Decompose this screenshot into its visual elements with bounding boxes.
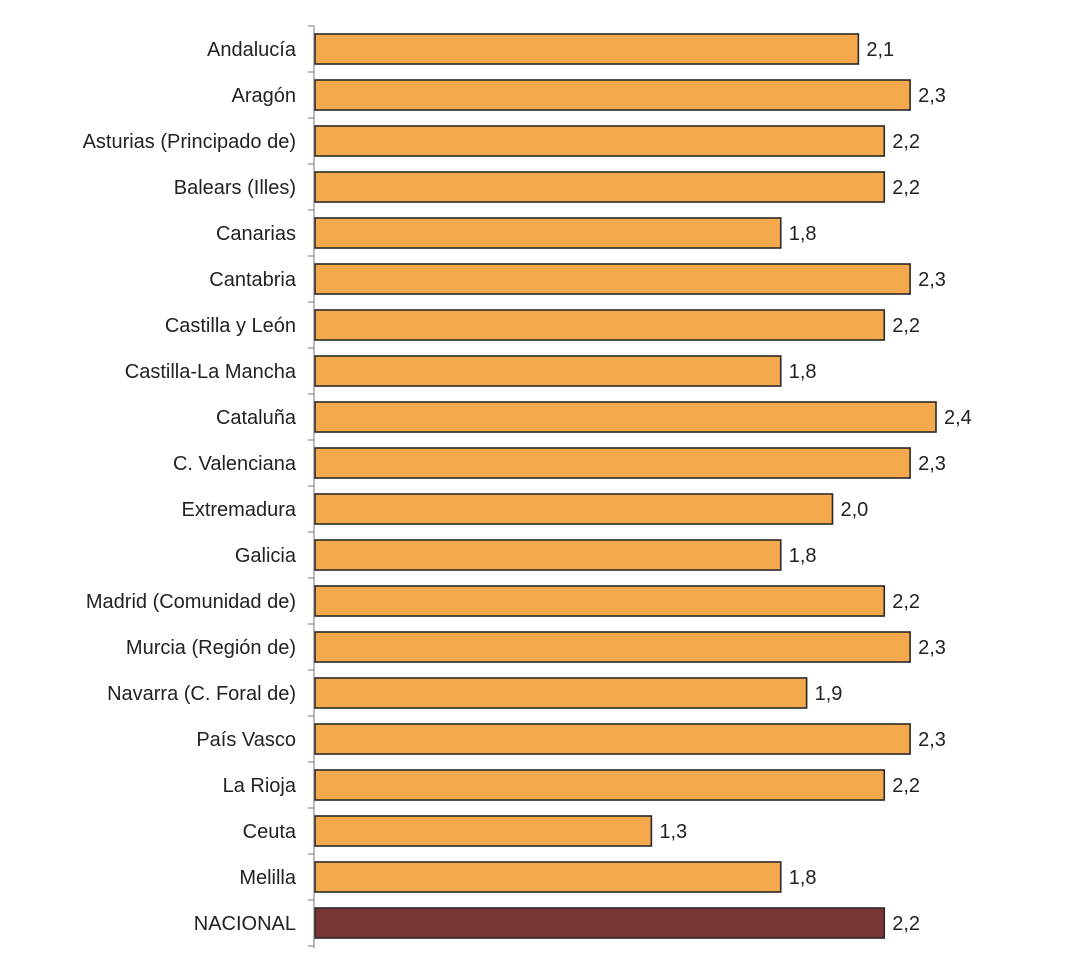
category-label: Andalucía <box>207 39 297 61</box>
data-label: 2,2 <box>892 913 920 935</box>
bar <box>314 861 782 893</box>
bar <box>314 33 860 65</box>
bar <box>314 79 911 111</box>
data-label: 2,3 <box>918 269 946 291</box>
bar <box>314 171 886 203</box>
bar <box>314 401 937 433</box>
category-label: Balears (Illes) <box>174 177 296 199</box>
data-label: 2,2 <box>892 591 920 613</box>
data-label: 2,3 <box>918 85 946 107</box>
bar <box>314 493 834 525</box>
bar <box>314 217 782 249</box>
data-label: 1,8 <box>789 223 817 245</box>
data-label: 2,2 <box>892 131 920 153</box>
category-label: Cantabria <box>209 269 297 291</box>
bars-layer <box>314 33 937 939</box>
category-label: Cataluña <box>216 407 297 429</box>
data-label: 2,2 <box>892 315 920 337</box>
bar <box>314 815 653 847</box>
category-label: Castilla y León <box>165 315 296 337</box>
category-label: Melilla <box>239 867 297 889</box>
category-label: Galicia <box>235 545 297 567</box>
labels-layer: Andalucía 2,1 Aragón 2,3 Asturias (Principad… <box>83 39 972 935</box>
category-label: La Rioja <box>223 775 297 797</box>
data-label: 1,8 <box>789 361 817 383</box>
data-label: 2,3 <box>918 453 946 475</box>
bar <box>314 309 886 341</box>
data-label: 2,3 <box>918 729 946 751</box>
category-label: Castilla-La Mancha <box>125 361 297 383</box>
data-label: 2,3 <box>918 637 946 659</box>
category-label: NACIONAL <box>194 913 296 935</box>
category-label: País Vasco <box>196 729 296 751</box>
category-label: Ceuta <box>243 821 297 843</box>
category-label: Asturias (Principado de) <box>83 131 296 153</box>
bar <box>314 125 886 157</box>
category-label: Murcia (Región de) <box>126 637 296 659</box>
bar <box>314 355 782 387</box>
data-label: 1,8 <box>789 867 817 889</box>
bar <box>314 677 808 709</box>
category-label: Madrid (Comunidad de) <box>86 591 296 613</box>
bar <box>314 585 886 617</box>
category-label: C. Valenciana <box>173 453 297 475</box>
data-label: 2,4 <box>944 407 972 429</box>
bar <box>314 723 911 755</box>
bar-nacional <box>314 907 886 939</box>
bar <box>314 769 886 801</box>
category-label: Navarra (C. Foral de) <box>107 683 296 705</box>
data-label: 1,9 <box>815 683 843 705</box>
category-label: Aragón <box>232 85 297 107</box>
bar <box>314 447 911 479</box>
category-label: Extremadura <box>182 499 297 521</box>
data-label: 2,0 <box>841 499 869 521</box>
data-label: 1,3 <box>659 821 687 843</box>
category-label: Canarias <box>216 223 296 245</box>
bar <box>314 263 911 295</box>
axis-layer <box>308 25 315 952</box>
data-label: 1,8 <box>789 545 817 567</box>
bar <box>314 539 782 571</box>
data-label: 2,2 <box>892 775 920 797</box>
data-label: 2,1 <box>866 39 894 61</box>
data-label: 2,2 <box>892 177 920 199</box>
bar <box>314 631 911 663</box>
